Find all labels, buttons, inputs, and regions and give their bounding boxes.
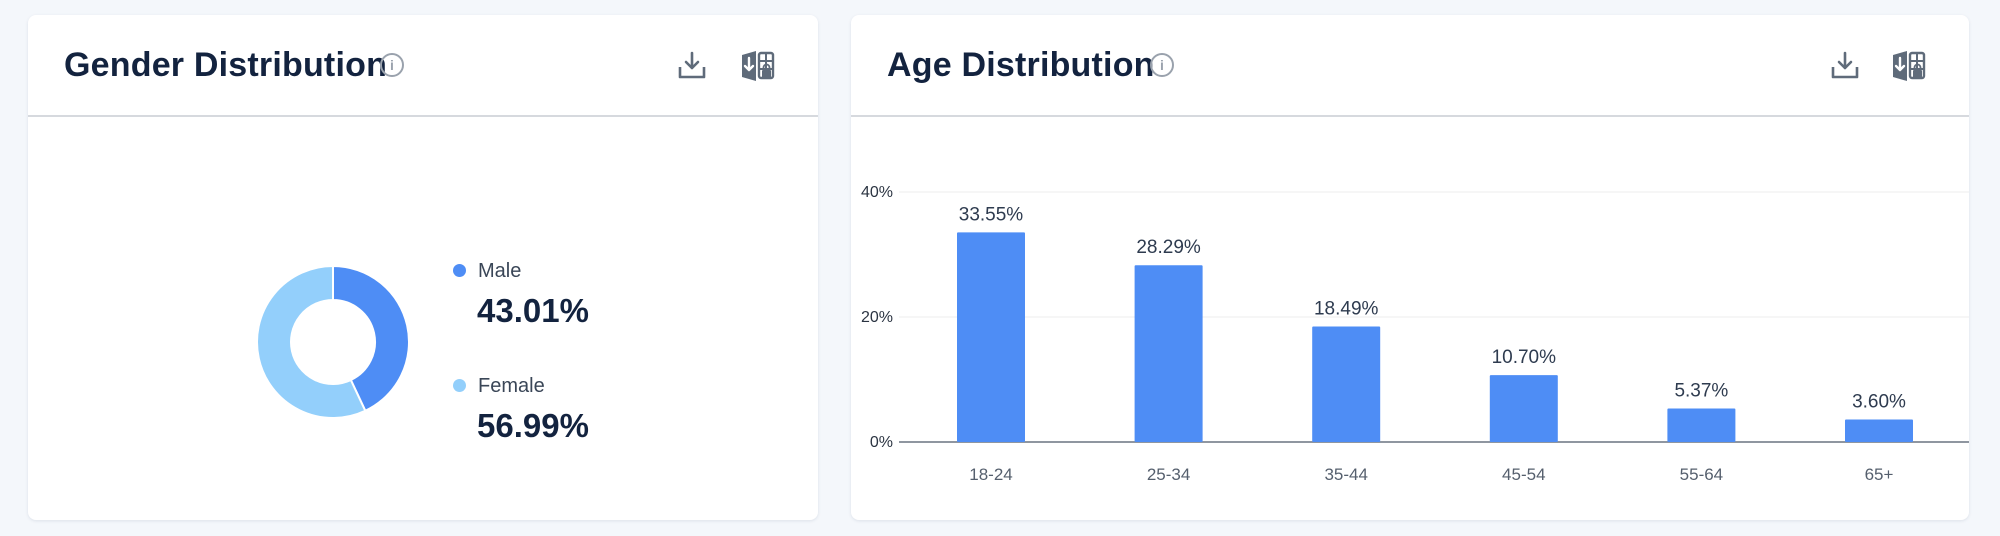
bar-value-label: 5.37% [1674,380,1728,401]
y-tick-label: 0% [870,434,893,451]
age-distribution-card: Age Distribution i 0% 20% 40% 33.55% 18-24 28… [851,15,1969,520]
x-tick-label: 65+ [1865,465,1894,484]
y-tick-label: 20% [861,309,893,326]
bar-25-34[interactable] [1134,265,1203,442]
bar-45-54[interactable] [1489,375,1558,442]
export-table-icon[interactable] [1891,49,1927,83]
donut-slice-male[interactable] [332,264,410,413]
bar-18-24[interactable] [957,232,1025,442]
bar-value-label: 3.60% [1852,392,1906,413]
bar-value-label: 18.49% [1314,298,1379,319]
x-tick-label: 25-34 [1147,465,1190,484]
card-title: Gender Distribution [64,46,388,84]
age-bar-chart: 0% 20% 40% 33.55% 18-24 28.29% 25-34 18.49% 35-4… [861,184,1969,484]
info-icon[interactable]: i [380,53,404,77]
legend-value-male: 43.01% [477,292,589,329]
x-tick-label: 45-54 [1502,465,1545,484]
legend-dot-female [453,379,466,392]
legend-label-female: Female [478,375,545,397]
bar-65+[interactable] [1845,419,1913,443]
export-table-icon[interactable] [740,49,776,83]
card-header: Gender Distribution i [28,15,818,117]
gender-distribution-card: Gender Distribution i Male 43.01% Female… [28,15,818,520]
legend-label-male: Male [478,260,522,282]
bar-55-64[interactable] [1667,408,1736,442]
y-tick-label: 40% [861,184,893,201]
card-header: Age Distribution i [851,15,1969,117]
card-title: Age Distribution [887,46,1155,84]
x-tick-label: 18-24 [969,465,1012,484]
legend-value-female: 56.99% [477,407,589,444]
donut-slice-female[interactable] [256,264,367,419]
info-icon[interactable]: i [1150,53,1174,77]
download-icon[interactable] [676,49,708,81]
bar-value-label: 10.70% [1492,347,1557,368]
x-tick-label: 55-64 [1680,465,1723,484]
bar-value-label: 28.29% [1136,237,1201,258]
download-icon[interactable] [1829,49,1861,81]
legend-dot-male [453,264,466,277]
bar-value-label: 33.55% [959,204,1024,225]
x-tick-label: 35-44 [1324,465,1367,484]
gender-donut-chart [256,264,410,419]
bar-35-44[interactable] [1312,326,1381,442]
